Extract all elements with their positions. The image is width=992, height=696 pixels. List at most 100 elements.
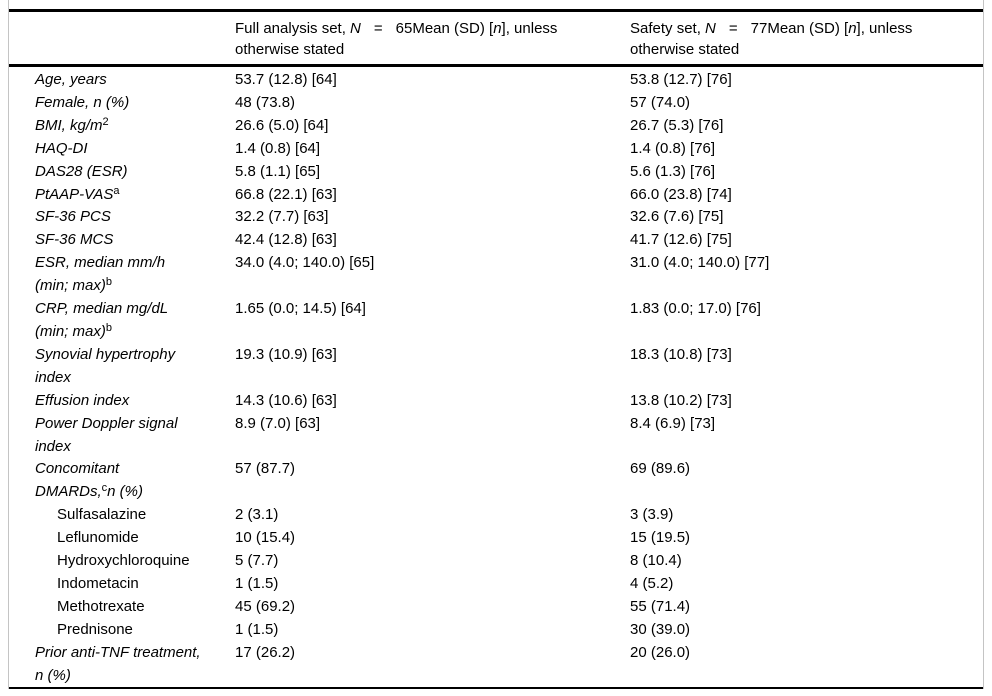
table-row: PtAAP-VASa 66.8 (22.1) [63] 66.0 (23.8) [7… (9, 184, 983, 207)
row-label: CRP, median mg/dL (min; max) (35, 300, 169, 340)
row-label-cell: Age, years (9, 69, 235, 92)
row-label-superscript: 2 (102, 115, 109, 128)
fas-value: 8.9 (7.0) [63] (235, 414, 321, 432)
safety-value: 41.7 (12.6) [75] (630, 231, 732, 249)
fas-value: 19.3 (10.9) [63] (235, 345, 337, 363)
equals-sign: = (728, 20, 738, 37)
table-inner: Full analysis set, N = 65Mean (SD) [n], un… (9, 9, 983, 690)
row-label-cell: Effusion index (9, 390, 235, 413)
table-row: Age, years 53.7 (12.8) [64] 53.8 (12.7) [7… (9, 69, 983, 92)
safety-value: 53.8 (12.7) [76] (630, 71, 732, 88)
header-fas-n-symbol: n (493, 20, 502, 37)
row-label-superscript: c (101, 482, 108, 495)
table-body: Age, years 53.7 (12.8) [64] 53.8 (12.7) [7… (9, 67, 983, 687)
row-label: Age, years (35, 71, 107, 88)
row-label: SF-36 PCS (35, 208, 111, 226)
table-row: Sulfasalazine 2 (3.1) 3 (3.9) (9, 504, 983, 527)
fas-value: 32.2 (7.7) [63] (235, 208, 329, 226)
table-row: Leflunomide 10 (15.4) 15 (19.5) (9, 527, 983, 550)
fas-value: 2 (3.1) (235, 506, 279, 524)
table-header-row: Full analysis set, N = 65Mean (SD) [n], un… (9, 12, 983, 67)
header-safety-count: 77 (750, 20, 768, 37)
row-label: Prior anti-TNF treatment, n (%) (35, 643, 201, 684)
row-label: Power Doppler signal index (35, 414, 178, 455)
table-row: Power Doppler signal index 8.9 (7.0) [63]… (9, 413, 983, 459)
safety-value: 8 (10.4) (630, 552, 682, 570)
header-safety-mean-post: ], unless otherwise stated (630, 20, 913, 58)
row-label-cell: Sulfasalazine (9, 504, 235, 527)
row-label-cell: Female, n (%) (9, 92, 235, 115)
fas-value: 34.0 (4.0; 140.0) [65] (235, 254, 375, 272)
row-label-cell: Indometacin (9, 573, 235, 596)
fas-value: 10 (15.4) (235, 529, 296, 547)
table-row: Concomitant DMARDs,cn (%) 57 (87.7) 69 (89… (9, 458, 983, 504)
row-label-cell: DAS28 (ESR) (9, 161, 235, 184)
table-row: Prior anti-TNF treatment, n (%) 17 (26.2)… (9, 642, 983, 688)
header-fas-N-symbol: N (350, 20, 361, 37)
safety-value: 5.6 (1.3) [76] (630, 162, 716, 180)
header-safety-prefix: Safety set, (630, 20, 706, 37)
header-safety-cell: Safety set, N = 77Mean (SD) [n], unless ot… (630, 18, 983, 60)
row-label-cell: CRP, median mg/dL (min; max)b (9, 298, 235, 344)
safety-value: 30 (39.0) (630, 620, 691, 638)
safety-value: 1.83 (0.0; 17.0) [76] (630, 300, 761, 318)
header-fas-mean-pre: Mean (SD) [ (412, 20, 494, 37)
table-row: Indometacin 1 (1.5) 4 (5.2) (9, 573, 983, 596)
row-label: Leflunomide (57, 529, 139, 547)
table-row: DAS28 (ESR) 5.8 (1.1) [65] 5.6 (1.3) [76] (9, 161, 983, 184)
safety-value: 32.6 (7.6) [75] (630, 208, 724, 226)
header-fas-cell: Full analysis set, N = 65Mean (SD) [n], un… (235, 18, 630, 60)
row-label-cell: Prior anti-TNF treatment, n (%) (9, 642, 235, 688)
safety-value: 55 (71.4) (630, 597, 691, 615)
header-safety-mean-pre: Mean (SD) [ (767, 20, 849, 37)
row-label: Hydroxychloroquine (57, 552, 190, 570)
fas-value: 48 (73.8) (235, 93, 296, 111)
row-label: Female, n (%) (35, 93, 130, 111)
safety-value: 57 (74.0) (630, 93, 691, 111)
row-label: BMI, kg/m (35, 116, 103, 134)
safety-value: 31.0 (4.0; 140.0) [77] (630, 254, 770, 272)
table-row: Synovial hypertrophy index 19.3 (10.9) [6… (9, 344, 983, 390)
row-label: Prednisone (57, 620, 133, 638)
row-label: Concomitant DMARDs, (35, 460, 120, 501)
fas-value: 5.8 (1.1) [65] (235, 162, 321, 180)
header-fas-prefix: Full analysis set, (235, 20, 351, 37)
fas-value: 17 (26.2) (235, 643, 296, 661)
baseline-characteristics-table: Full analysis set, N = 65Mean (SD) [n], un… (8, 0, 984, 690)
table-row: Methotrexate 45 (69.2) 55 (71.4) (9, 596, 983, 619)
fas-value: 14.3 (10.6) [63] (235, 391, 337, 409)
row-label: Indometacin (57, 574, 139, 592)
table-row: SF-36 PCS 32.2 (7.7) [63] 32.6 (7.6) [75] (9, 206, 983, 229)
equals-sign: = (373, 20, 383, 37)
fas-value: 1 (1.5) (235, 574, 279, 592)
table-row: Female, n (%) 48 (73.8) 57 (74.0) (9, 92, 983, 115)
header-safety-N-symbol: N (705, 20, 716, 37)
table-row: CRP, median mg/dL (min; max)b 1.65 (0.0; … (9, 298, 983, 344)
row-label: HAQ-DI (35, 139, 88, 157)
table-row: Prednisone 1 (1.5) 30 (39.0) (9, 619, 983, 642)
row-label-cell: Hydroxychloroquine (9, 550, 235, 573)
row-label: PtAAP-VAS (35, 185, 114, 203)
safety-value: 26.7 (5.3) [76] (630, 116, 724, 134)
row-label-superscript: b (105, 321, 112, 334)
row-label: DAS28 (ESR) (35, 162, 128, 180)
safety-value: 4 (5.2) (630, 574, 674, 592)
fas-value: 5 (7.7) (235, 552, 279, 570)
row-label: SF-36 MCS (35, 231, 114, 249)
fas-value: 1 (1.5) (235, 620, 279, 638)
fas-value: 53.7 (12.8) [64] (235, 71, 337, 88)
table-row: Hydroxychloroquine 5 (7.7) 8 (10.4) (9, 550, 983, 573)
table-row: Effusion index 14.3 (10.6) [63] 13.8 (10.2… (9, 390, 983, 413)
fas-value: 57 (87.7) (235, 460, 296, 478)
row-label-cell: Concomitant DMARDs,cn (%) (9, 458, 235, 504)
row-label: Effusion index (35, 391, 130, 409)
row-label-cell: BMI, kg/m2 (9, 115, 235, 138)
fas-value: 26.6 (5.0) [64] (235, 116, 329, 134)
table-row: HAQ-DI 1.4 (0.8) [64] 1.4 (0.8) [76] (9, 138, 983, 161)
safety-value: 13.8 (10.2) [73] (630, 391, 732, 409)
fas-value: 66.8 (22.1) [63] (235, 185, 337, 203)
row-label: ESR, median mm/h (min; max) (35, 254, 166, 295)
fas-value: 45 (69.2) (235, 597, 296, 615)
fas-value: 1.4 (0.8) [64] (235, 139, 321, 157)
